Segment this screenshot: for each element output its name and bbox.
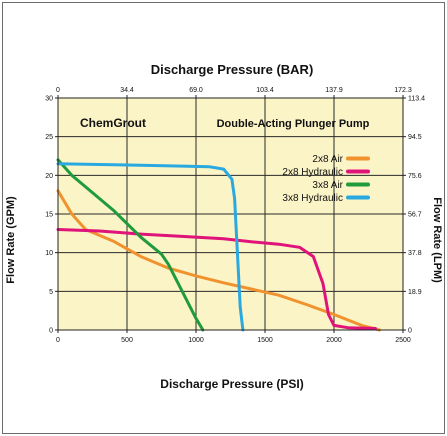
x-tick-label-top: 34.4 (120, 87, 134, 94)
top-axis-title: Discharge Pressure (BAR) (151, 62, 314, 77)
x-tick-label-bottom: 2000 (326, 337, 342, 344)
x-tick-label-bottom: 1000 (188, 337, 204, 344)
grid (58, 98, 403, 330)
y-tick-label-left: 0 (49, 328, 53, 335)
series-group (56, 158, 381, 332)
x-tick-label-bottom: 1500 (257, 337, 273, 344)
y-tick-label-right: 94.5 (408, 134, 422, 141)
brand-label: ChemGrout (80, 116, 146, 130)
legend-label: 2x8 Hydraulic (282, 167, 343, 178)
y-tick-label-right: 18.9 (408, 289, 422, 296)
legend-label: 3x8 Hydraulic (282, 193, 343, 204)
y-tick-label-left: 30 (45, 96, 53, 103)
x-tick-label-top: 0 (56, 87, 60, 94)
x-tick-label-top: 103.4 (256, 87, 274, 94)
x-tick-label-bottom: 0 (56, 337, 60, 344)
y-tick-label-left: 15 (45, 212, 53, 219)
x-tick-label-bottom: 500 (121, 337, 133, 344)
y-tick-label-right: 56.7 (408, 212, 422, 219)
y-tick-label-right: 113.4 (408, 96, 425, 103)
x-tick-label-bottom: 2500 (395, 337, 411, 344)
legend-label: 2x8 Air (312, 154, 343, 165)
legend-label: 3x8 Air (312, 180, 343, 191)
pump-flow-chart: Discharge Pressure (BAR) Discharge Press… (5, 62, 443, 391)
series-line-3x8-hydraulic (56, 162, 245, 332)
y-tick-label-right: 75.6 (408, 173, 422, 180)
pump-type-label: Double-Acting Plunger Pump (217, 118, 370, 130)
x-tick-label-top: 172.3 (394, 87, 412, 94)
left-axis-title: Flow Rate (GPM) (5, 196, 17, 284)
x-tick-label-top: 69.0 (189, 87, 203, 94)
y-tick-label-left: 20 (45, 173, 53, 180)
series-line-2x8-hydraulic (56, 228, 377, 330)
legend: 2x8 Air 2x8 Hydraulic 3x8 Air 3x8 Hydraulic (282, 154, 370, 204)
right-axis-title: Flow Rate (LPM) (431, 197, 443, 283)
y-tick-label-left: 5 (49, 289, 53, 296)
plot-border (57, 97, 404, 331)
y-tick-label-left: 25 (45, 134, 53, 141)
y-tick-label-right: 37.8 (408, 250, 422, 257)
series-line-3x8-air (56, 158, 205, 332)
bottom-axis-title: Discharge Pressure (PSI) (160, 377, 303, 391)
y-tick-label-left: 10 (45, 250, 53, 257)
y-tick-label-right: 0 (408, 328, 412, 335)
x-tick-label-top: 137.9 (325, 87, 343, 94)
